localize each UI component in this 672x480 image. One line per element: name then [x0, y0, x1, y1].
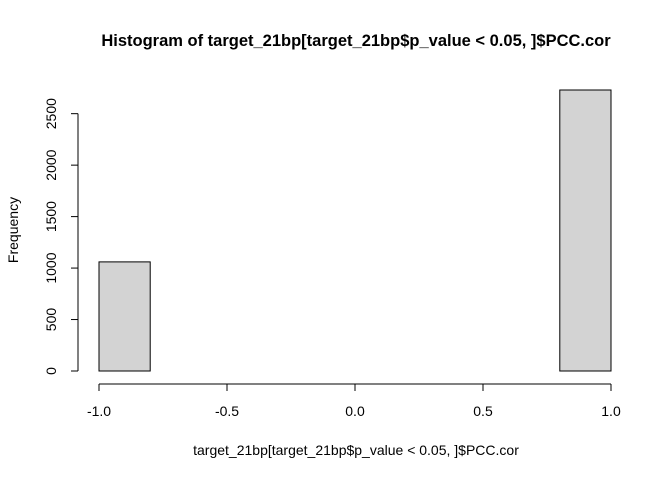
x-axis-label: target_21bp[target_21bp$p_value < 0.05, … — [193, 442, 519, 458]
y-axis: 0 500 1000 1500 2000 2500 — [43, 98, 79, 375]
x-tick-label: -0.5 — [215, 403, 239, 419]
x-tick-label: 1.0 — [601, 403, 621, 419]
y-axis-label: Frequency — [5, 197, 21, 263]
chart-title: Histogram of target_21bp[target_21bp$p_v… — [101, 32, 611, 50]
y-tick-label: 1500 — [43, 201, 59, 232]
x-tick-label: 0.0 — [345, 403, 365, 419]
y-tick-label: 0 — [43, 367, 59, 375]
bars-group — [98, 89, 612, 372]
histogram-bar-9 — [559, 89, 612, 372]
x-tick-label: 0.5 — [473, 403, 493, 419]
x-axis: -1.0 -0.5 0.0 0.5 1.0 — [87, 383, 621, 419]
y-tick-label: 2000 — [43, 149, 59, 180]
y-tick-label: 500 — [43, 308, 59, 332]
histogram-bar-0 — [98, 261, 151, 372]
x-tick-label: -1.0 — [87, 403, 111, 419]
y-tick-label: 1000 — [43, 252, 59, 283]
y-tick-label: 2500 — [43, 98, 59, 129]
